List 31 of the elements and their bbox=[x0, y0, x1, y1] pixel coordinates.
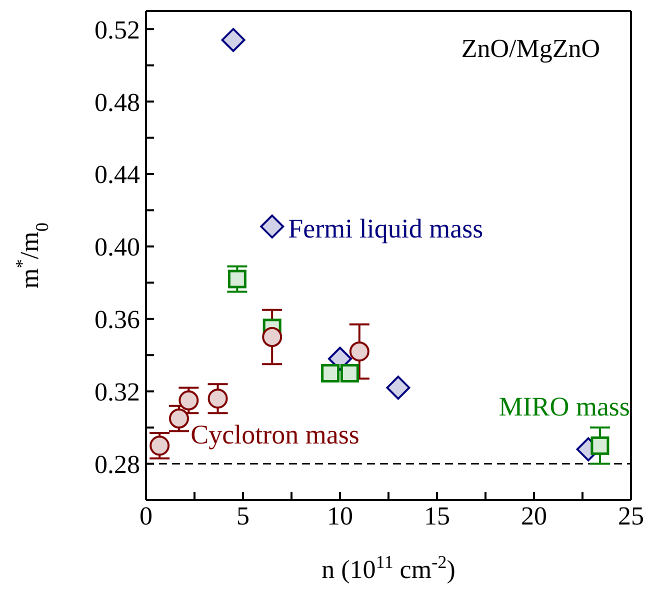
point bbox=[260, 214, 284, 239]
series-label: Cyclotron mass bbox=[190, 419, 360, 450]
y-tick-label: 0.28 bbox=[94, 450, 140, 480]
point bbox=[228, 270, 246, 288]
y-tick-label: 0.40 bbox=[94, 232, 140, 262]
point bbox=[590, 436, 610, 455]
point bbox=[386, 376, 410, 400]
point bbox=[221, 28, 246, 52]
x-tick-label: 5 bbox=[236, 501, 250, 530]
x-tick-label: 15 bbox=[424, 501, 450, 530]
y-tick-label: 0.36 bbox=[94, 305, 140, 334]
y-tick-label: 0.52 bbox=[94, 15, 140, 44]
y-tick-label: 0.44 bbox=[94, 160, 140, 190]
point bbox=[178, 390, 199, 410]
point bbox=[262, 327, 282, 347]
x-tick-label: 25 bbox=[618, 501, 644, 530]
annotation: ZnO/MgZnO bbox=[461, 34, 600, 64]
series-label: MIRO mass bbox=[498, 392, 630, 422]
point bbox=[321, 364, 340, 382]
y-tick-label: 0.32 bbox=[94, 378, 140, 407]
x-tick-label: 0 bbox=[140, 501, 152, 530]
series-label: Fermi liquid mass bbox=[288, 214, 484, 244]
x-tick-label: 10 bbox=[327, 501, 353, 530]
x-tick-label: 20 bbox=[521, 501, 547, 530]
x-axis-title: n (10$^{11}$ cm$^{-2}$) bbox=[322, 552, 456, 584]
point bbox=[150, 436, 170, 456]
point bbox=[168, 408, 189, 428]
point bbox=[340, 364, 359, 382]
point bbox=[208, 388, 228, 409]
point bbox=[349, 341, 370, 362]
y-tick-label: 0.48 bbox=[94, 88, 140, 117]
